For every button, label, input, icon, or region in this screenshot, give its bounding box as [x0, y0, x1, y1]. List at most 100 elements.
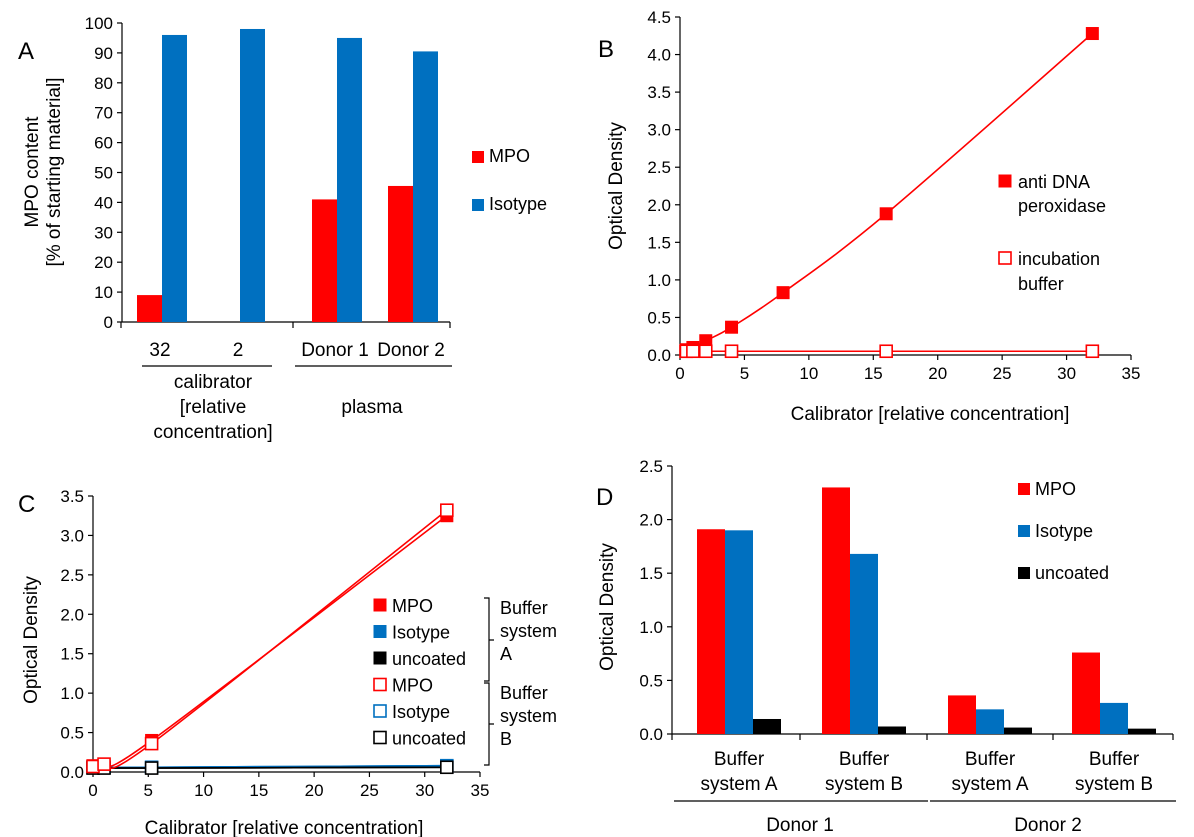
panel-c-buffer-a-line2: system [500, 621, 557, 641]
b-x-tick-label: 5 [740, 364, 749, 383]
b-x-tick-label: 25 [993, 364, 1012, 383]
d-legend-marker-uncoated [1018, 567, 1030, 579]
a-legend-label: Isotype [489, 194, 547, 214]
b-series-line [685, 32, 1093, 352]
panel-a-calibrator-line3: concentration] [153, 422, 272, 443]
panel-label-a: A [18, 38, 34, 65]
d-category-label: system A [700, 774, 777, 795]
panel-label-d: D [596, 484, 613, 511]
d-legend-label: uncoated [1035, 563, 1109, 583]
d-y-tick-label: 0.5 [639, 671, 663, 690]
a-category-label: 32 [149, 340, 170, 361]
b-x-tick-label: 15 [864, 364, 883, 383]
b-y-tick-label: 3.5 [647, 83, 671, 102]
d-category-label: Buffer [1089, 749, 1140, 770]
a-category-label: 2 [233, 340, 244, 361]
panel-label-c: C [18, 491, 35, 518]
d-category-label: system B [1075, 774, 1153, 795]
c-legend-marker [373, 677, 387, 692]
a-category-label: Donor 1 [301, 340, 369, 361]
c-legend-label: uncoated [392, 649, 466, 669]
a-legend-marker-mpo [472, 151, 484, 163]
d-bar-uncoated [878, 726, 906, 734]
panel-c-bracket-a [484, 597, 494, 682]
d-category-label: system B [825, 774, 903, 795]
c-y-tick-label: 3.5 [60, 487, 84, 506]
d-category-label: system A [951, 774, 1028, 795]
a-bar-isotype [162, 34, 187, 323]
panel-c-buffer-a-line3: A [500, 644, 512, 664]
a-y-tick-label: 60 [94, 134, 113, 153]
d-bar-isotype [850, 553, 878, 734]
a-y-tick-label: 80 [94, 74, 113, 93]
b-point-open [724, 344, 739, 359]
c-x-tick-label: 5 [144, 781, 153, 800]
b-x-tick-label: 10 [799, 364, 818, 383]
b-y-tick-label: 1.0 [647, 271, 671, 290]
d-bar-uncoated [1128, 728, 1156, 734]
d-legend-label: MPO [1035, 479, 1076, 499]
d-bar-isotype [725, 530, 753, 734]
c-point-open [97, 757, 111, 771]
b-y-tick-label: 2.0 [647, 196, 671, 215]
b-point-filled [879, 207, 893, 221]
panel-c-bracket-b [484, 682, 494, 766]
a-y-tick-label: 20 [94, 253, 113, 272]
panel-a-ylabel-line2: [% of starting material] [44, 77, 65, 266]
b-legend-marker-filled [998, 174, 1012, 188]
a-legend-label: MPO [489, 146, 530, 166]
d-legend-marker-mpo [1018, 483, 1030, 495]
b-y-axis-title: Optical Density [606, 122, 627, 250]
c-y-tick-label: 2.0 [60, 605, 84, 624]
b-x-axis-title: Calibrator [relative concentration] [791, 404, 1070, 425]
a-category-label: Donor 2 [377, 340, 445, 361]
a-bar-isotype [413, 51, 438, 322]
c-x-tick-label: 15 [249, 781, 268, 800]
c-legend-label: MPO [392, 596, 433, 616]
c-y-tick-label: 0.0 [60, 763, 84, 782]
c-legend-marker [373, 598, 387, 612]
c-x-axis-title: Calibrator [relative concentration] [145, 818, 424, 837]
a-bar-mpo [388, 185, 413, 322]
d-legend-label: Isotype [1035, 521, 1093, 541]
c-point-open [144, 761, 159, 775]
d-y-tick-label: 1.0 [639, 618, 663, 637]
d-category-label: Buffer [839, 749, 890, 770]
b-point-open [698, 344, 713, 359]
b-y-tick-label: 3.0 [647, 121, 671, 140]
panel-c-buffer-a-line1: Buffer [500, 598, 548, 618]
c-x-tick-label: 0 [88, 781, 97, 800]
c-legend-marker [373, 704, 387, 718]
b-legend-label: peroxidase [1018, 196, 1106, 216]
b-legend-label: buffer [1018, 274, 1064, 294]
c-x-tick-label: 10 [194, 781, 213, 800]
panel-a-ylabel: MPO content [% of starting material] [22, 77, 65, 266]
b-point-open [1085, 344, 1100, 359]
d-category-label: Buffer [965, 749, 1016, 770]
panel-c-buffer-b-line1: Buffer [500, 683, 548, 703]
panel-d-donor1-label: Donor 1 [766, 815, 834, 836]
panel-a-calibrator-line2: [relative [180, 397, 247, 418]
b-point-open [879, 344, 893, 359]
d-bar-isotype [976, 709, 1004, 734]
d-y-tick-label: 1.5 [639, 564, 663, 583]
c-y-tick-label: 0.5 [60, 724, 84, 743]
c-legend-marker [373, 730, 387, 745]
d-legend-marker-isotype [1018, 525, 1030, 537]
a-y-tick-label: 70 [94, 104, 113, 123]
b-y-tick-label: 2.5 [647, 158, 671, 177]
c-y-axis-title: Optical Density [21, 576, 42, 704]
a-y-tick-label: 50 [94, 164, 113, 183]
a-bar-mpo [312, 199, 337, 322]
panel-label-b: B [598, 36, 614, 63]
c-point-open [86, 759, 100, 774]
panel-a-calibrator-line1: calibrator [174, 372, 253, 393]
a-y-tick-label: 30 [94, 223, 113, 242]
c-point-open [144, 736, 159, 751]
d-bar-uncoated [753, 718, 781, 734]
panel-c-buffer-b-line2: system [500, 706, 557, 726]
panel-d-donor2-label: Donor 2 [1014, 815, 1082, 836]
b-y-tick-label: 4.0 [647, 46, 671, 65]
c-point-open [440, 760, 454, 775]
